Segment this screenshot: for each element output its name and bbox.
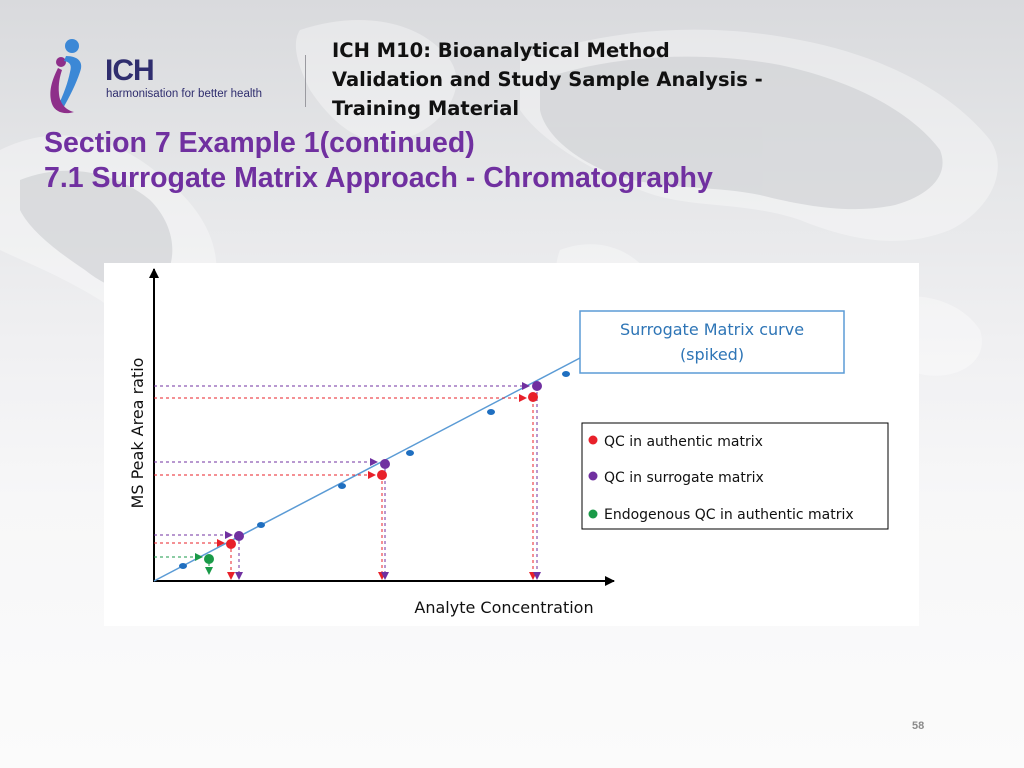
legend-label-endogenous: Endogenous QC in authentic matrix xyxy=(604,507,854,523)
legend-box xyxy=(581,422,889,530)
endogenous-qc-point xyxy=(204,554,214,564)
section-title-line-1: Section 7 Example 1(continued) xyxy=(44,127,475,159)
legend-label-surrogate: QC in surrogate matrix xyxy=(604,470,764,486)
calibrator-point xyxy=(562,371,570,377)
section-title: Section 7 Example 1(continued) 7.1 Surro… xyxy=(44,126,984,196)
header-divider xyxy=(305,55,306,107)
calibrator-point xyxy=(179,563,187,569)
legend-swatch-surrogate xyxy=(588,471,598,481)
authentic-qc-point xyxy=(528,392,538,402)
calibrator-point xyxy=(487,409,495,415)
header-title-line: Training Material xyxy=(332,97,520,120)
calibrator-point xyxy=(406,450,414,456)
legend-swatch-authentic xyxy=(588,435,598,445)
diagram-canvas: MS Peak Area ratio Analyte Concentration xyxy=(128,268,889,617)
x-axis-label: Analyte Concentration xyxy=(414,598,593,617)
curve-label-line-1: Surrogate Matrix curve xyxy=(620,320,804,339)
surrogate-matrix-diagram: MS Peak Area ratio Analyte Concentration xyxy=(104,263,919,626)
calibrator-point xyxy=(338,483,346,489)
surrogate-matrix-curve xyxy=(153,357,581,582)
curve-label-box xyxy=(579,310,845,374)
ich-logo xyxy=(40,38,300,118)
header-title-line: Validation and Study Sample Analysis - xyxy=(332,68,763,91)
section-title-line-2: 7.1 Surrogate Matrix Approach - Chromato… xyxy=(44,162,713,194)
calibrator-point xyxy=(257,522,265,528)
surrogate-qc-point xyxy=(380,459,390,469)
curve-label-line-2: (spiked) xyxy=(680,345,744,364)
surrogate-qc-point xyxy=(532,381,542,391)
page-number: 58 xyxy=(912,720,925,732)
header-title: ICH M10: Bioanalytical Method Validation… xyxy=(332,36,832,123)
ich-logo-text: ICH xyxy=(105,54,155,87)
ich-figure-icon xyxy=(50,39,82,114)
y-axis-label: MS Peak Area ratio xyxy=(128,358,147,509)
header-title-line: ICH M10: Bioanalytical Method xyxy=(332,39,670,62)
legend-swatch-endogenous xyxy=(588,509,598,519)
authentic-qc-point xyxy=(226,539,236,549)
ich-tagline: harmonisation for better health xyxy=(106,88,262,100)
legend-label-authentic: QC in authentic matrix xyxy=(604,434,763,450)
authentic-qc-point xyxy=(377,470,387,480)
surrogate-qc-point xyxy=(234,531,244,541)
